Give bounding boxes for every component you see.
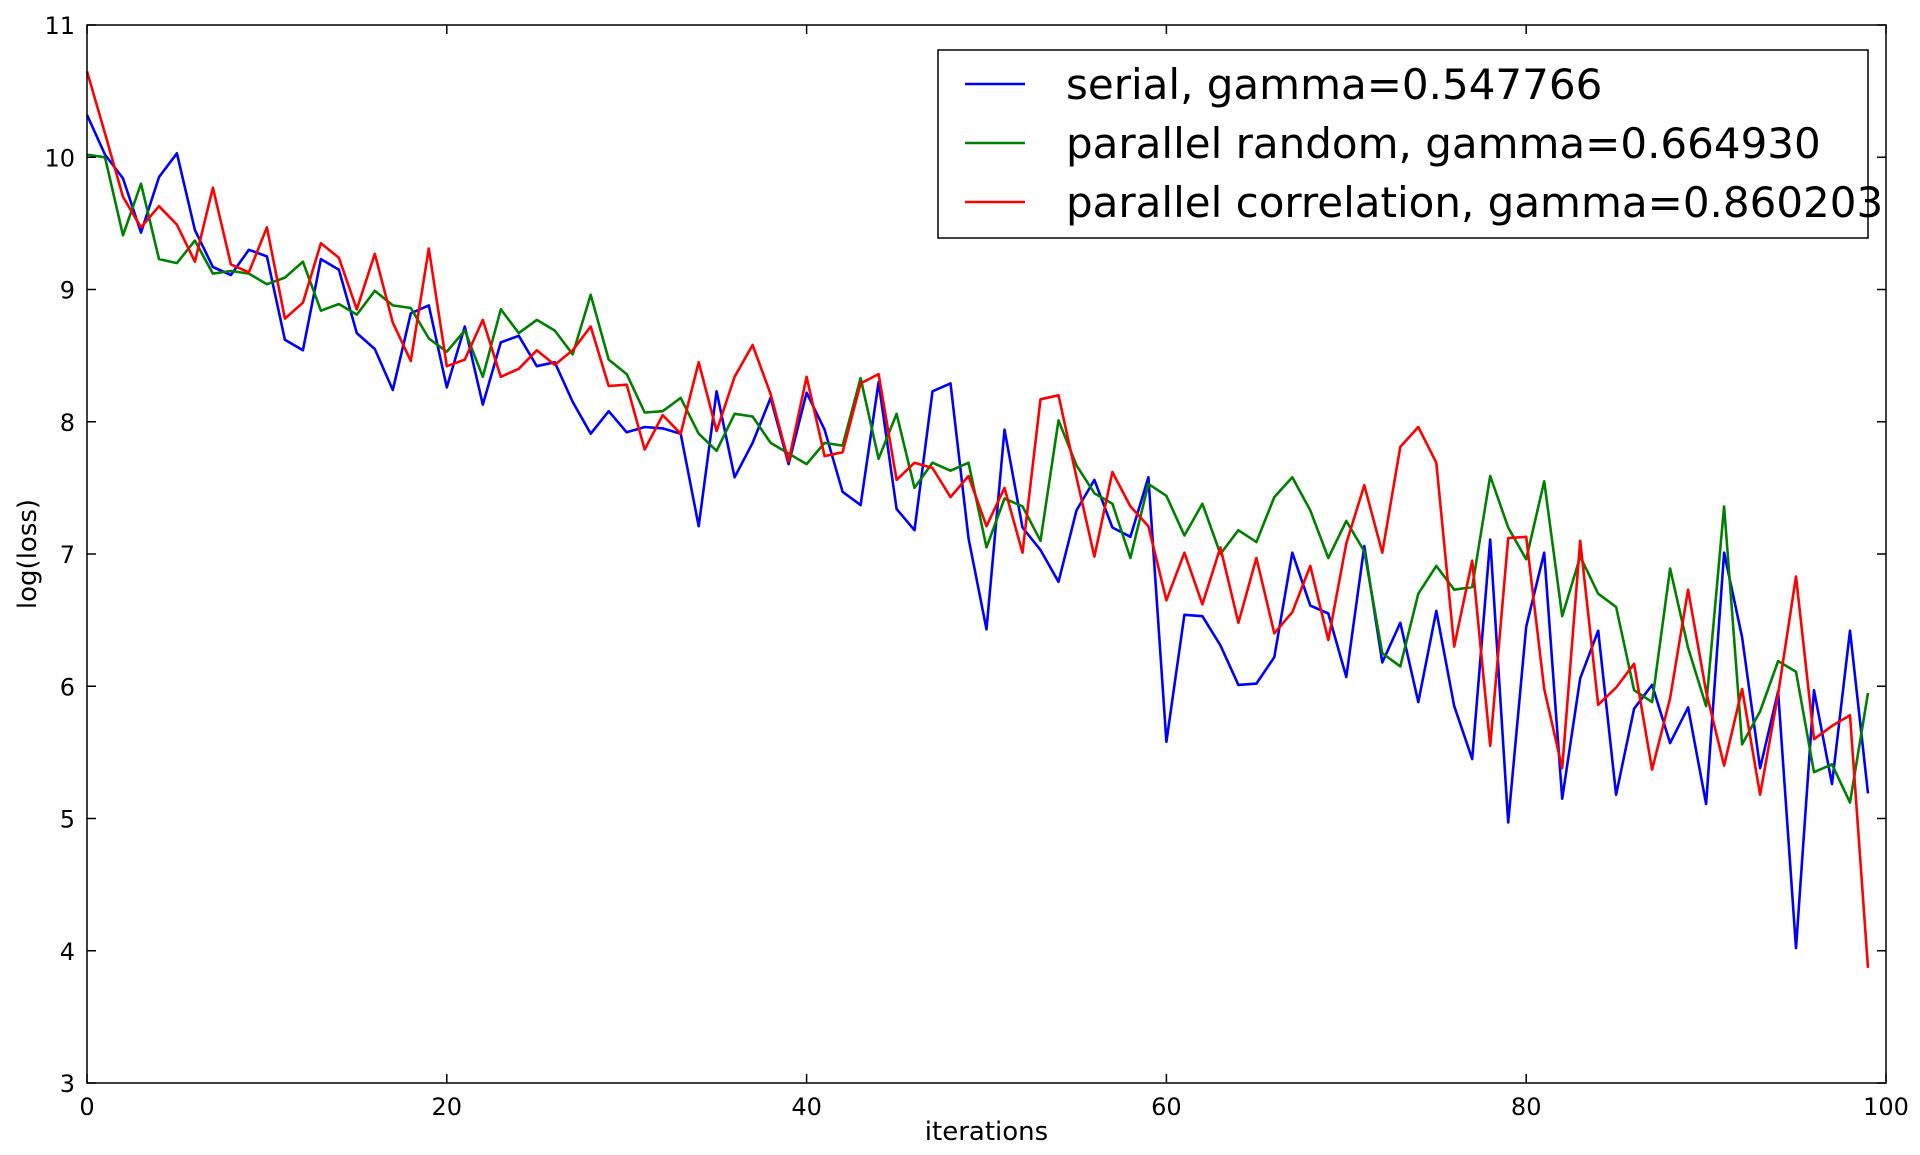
- x-axis-label: iterations: [925, 1117, 1048, 1147]
- y-tick-label: 4: [60, 938, 75, 966]
- y-tick-label: 8: [60, 409, 75, 437]
- legend-label-2: parallel random, gamma=0.664930: [1066, 119, 1821, 168]
- series-line-2: [86, 153, 1870, 804]
- y-tick-label: 3: [60, 1070, 75, 1098]
- y-tick-label: 5: [60, 806, 75, 834]
- series-line-3: [85, 70, 1870, 968]
- x-tick-label: 20: [432, 1093, 463, 1121]
- y-tick-label: 10: [44, 144, 75, 172]
- y-tick-label: 11: [44, 12, 75, 40]
- x-tick-label: 40: [791, 1093, 822, 1121]
- legend-label-3: parallel correlation, gamma=0.860203: [1066, 178, 1883, 227]
- x-tick-label: 0: [79, 1093, 94, 1121]
- tick-layer: 0 20 40 60 80 100 3 4 5 6 7 8 9 10 11: [44, 12, 1908, 1121]
- legend: serial, gamma=0.547766 parallel random, g…: [937, 49, 1883, 239]
- x-tick-label: 100: [1863, 1093, 1909, 1121]
- x-tick-label: 60: [1151, 1093, 1182, 1121]
- x-tick-label: 80: [1511, 1093, 1542, 1121]
- y-tick-label: 7: [60, 541, 75, 569]
- legend-box: [937, 49, 1869, 239]
- series-layer: [85, 70, 1870, 968]
- y-tick-label: 6: [60, 673, 75, 701]
- y-tick-label: 9: [60, 277, 75, 305]
- series-line-1: [85, 114, 1870, 950]
- legend-label-1: serial, gamma=0.547766: [1066, 60, 1602, 109]
- y-axis-label: log(loss): [13, 499, 43, 609]
